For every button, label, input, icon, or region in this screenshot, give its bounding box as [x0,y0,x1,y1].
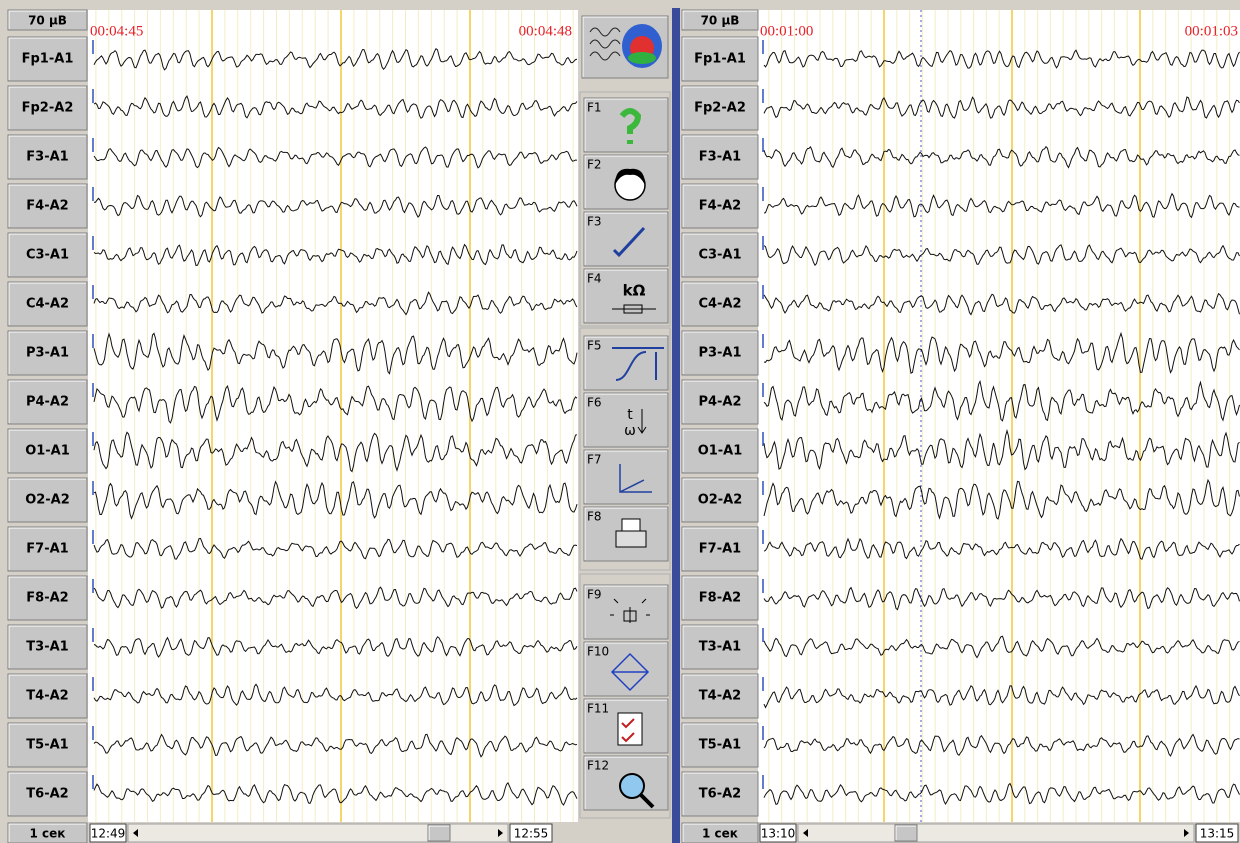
icon-map-warm [628,52,656,64]
function-key-label: F9 [587,588,602,602]
icon-paper [622,519,640,531]
channel-label: T4-A2 [26,689,68,704]
channel-label: Fp1-A1 [694,52,746,67]
scrollbar-track[interactable] [798,824,1194,842]
channel-label: T5-A1 [26,738,68,753]
function-key-label: F5 [587,339,602,353]
channel-label: F7-A1 [699,542,741,557]
scroll-start: 12:49 [91,827,126,841]
channel-label: C4-A2 [26,297,69,312]
icon-printer [616,531,646,547]
scroll-thumb[interactable] [895,825,917,841]
function-key-label: F7 [587,453,602,467]
eeg-window: 70 µB 00:04:45 00:04:48 Fp1-A1 Fp2-A2 F3-A1 F4… [0,0,1240,843]
time-unit: 1 сек [702,827,738,841]
function-key-label: F11 [587,702,609,716]
channel-label: T3-A1 [26,640,68,655]
start-time: 00:04:45 [90,23,143,39]
icon-magnifier [620,774,644,798]
channel-label: P3-A1 [698,346,741,361]
scroll-thumb[interactable] [428,825,450,841]
channel-label: F3-A1 [699,150,741,165]
icon-time: t [627,407,633,423]
icon-checklist [618,713,642,745]
channel-label: Fp1-A1 [22,52,74,67]
channel-label: P4-A2 [26,395,69,410]
scale-label: 70 µB [28,14,67,28]
channel-label: C3-A1 [26,248,69,263]
panel-separator [672,8,680,843]
scroll-end: 12:55 [514,827,549,841]
channel-label: C4-A2 [698,297,741,312]
channel-label: T3-A1 [699,640,741,655]
channel-label: F7-A1 [26,542,68,557]
scroll-start: 13:10 [761,827,796,841]
function-key-label: F12 [587,759,609,773]
channel-label: O1-A1 [25,444,70,459]
channel-label: Fp2-A2 [694,101,746,116]
channel-label: T5-A1 [699,738,741,753]
channel-label: T4-A2 [699,689,741,704]
end-time: 00:01:03 [1185,23,1238,39]
page: { "left_panel": { "scale": "70 µB", "sta… [0,0,1240,843]
function-key-label: F8 [587,510,602,524]
icon-impedance: kΩ [623,282,646,300]
function-key-label: F10 [587,645,609,659]
channel-label: F8-A2 [26,591,68,606]
function-key-label: F4 [587,272,602,286]
scale-label: 70 µB [701,14,740,28]
function-key-label: F6 [587,396,602,410]
scroll-end: 13:15 [1200,827,1235,841]
icon-freq: ω [624,423,636,439]
scrollbar-track[interactable] [128,824,508,842]
time-unit: 1 сек [30,827,66,841]
trace-area [88,10,578,822]
channel-label: F3-A1 [26,150,68,165]
channel-label: F4-A2 [699,199,741,214]
channel-label: O1-A1 [698,444,743,459]
function-key-label: F2 [587,158,602,172]
end-time: 00:04:48 [519,23,572,39]
function-key-label: F1 [587,101,602,115]
start-time: 00:01:00 [760,23,813,39]
function-key-label: F3 [587,215,602,229]
channel-label: Fp2-A2 [22,101,74,116]
channel-label: O2-A2 [25,493,70,508]
channel-label: C3-A1 [698,248,741,263]
channel-label: O2-A2 [698,493,743,508]
channel-label: T6-A2 [699,787,741,802]
channel-label: T6-A2 [26,787,68,802]
channel-label: P4-A2 [698,395,741,410]
channel-label: F4-A2 [26,199,68,214]
channel-label: P3-A1 [26,346,69,361]
channel-label: F8-A2 [699,591,741,606]
